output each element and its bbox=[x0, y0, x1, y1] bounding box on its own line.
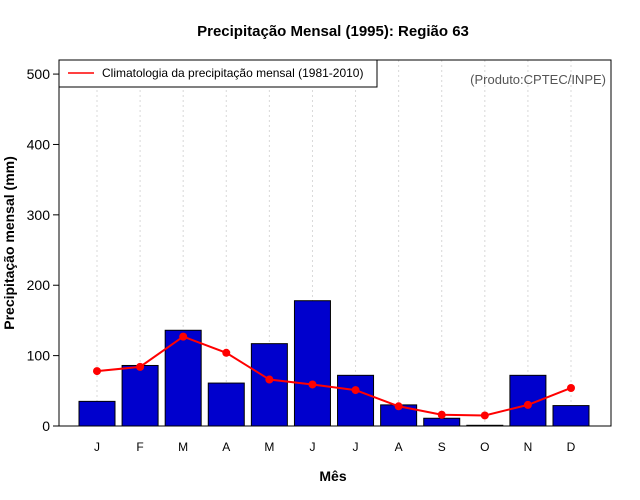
climatology-point-5 bbox=[308, 380, 317, 389]
bar-series bbox=[78, 300, 590, 427]
y-tick-label-4: 400 bbox=[27, 136, 51, 152]
bar-1 bbox=[121, 364, 159, 427]
y-tick-label-0: 0 bbox=[42, 418, 50, 434]
x-tick-label-9: O bbox=[480, 440, 489, 454]
x-tick-label-0: J bbox=[94, 440, 100, 454]
bar-8 bbox=[423, 417, 461, 427]
climatology-point-1 bbox=[136, 362, 145, 371]
y-axis: 0 100 200 300 400 500 bbox=[27, 66, 60, 434]
bar-6 bbox=[337, 374, 375, 427]
x-tick-label-7: A bbox=[395, 440, 403, 454]
climatology-point-10 bbox=[523, 400, 532, 409]
climatology-point-11 bbox=[567, 383, 575, 392]
legend: Climatologia da precipitação mensal (198… bbox=[58, 59, 378, 88]
x-tick-label-1: F bbox=[136, 440, 143, 454]
x-tick-label-10: N bbox=[524, 440, 533, 454]
climatology-point-4 bbox=[265, 375, 274, 384]
y-axis-label: Precipitação mensal (mm) bbox=[1, 156, 17, 330]
x-tick-label-4: M bbox=[264, 440, 274, 454]
climatology-point-6 bbox=[351, 386, 360, 395]
climatology-point-9 bbox=[480, 411, 489, 420]
x-tick-label-2: M bbox=[178, 440, 188, 454]
climatology-point-3 bbox=[222, 348, 231, 357]
bar-0 bbox=[78, 400, 116, 427]
x-axis-label: Mês bbox=[319, 468, 346, 484]
bar-3 bbox=[207, 382, 245, 427]
x-tick-label-5: J bbox=[309, 440, 315, 454]
y-tick-label-5: 500 bbox=[27, 66, 51, 82]
climatology-series bbox=[93, 332, 575, 420]
climatology-point-0 bbox=[93, 367, 101, 376]
bar-5 bbox=[293, 300, 331, 427]
legend-box bbox=[58, 59, 378, 88]
y-tick-label-2: 200 bbox=[27, 277, 51, 293]
y-tick-label-3: 300 bbox=[27, 207, 51, 223]
climatology-line bbox=[96, 335, 572, 417]
x-tick-label-6: J bbox=[353, 440, 359, 454]
climatology-point-2 bbox=[179, 332, 188, 341]
x-tick-label-3: A bbox=[222, 440, 230, 454]
y-tick-label-1: 100 bbox=[27, 348, 51, 364]
climatology-point-8 bbox=[437, 410, 446, 419]
chart-title: Precipitação Mensal (1995): Região 63 bbox=[197, 23, 469, 40]
x-tick-label-8: S bbox=[438, 440, 446, 454]
bar-11 bbox=[552, 405, 590, 427]
x-tick-label-11: D bbox=[567, 440, 576, 454]
bar-2 bbox=[164, 329, 202, 427]
bar-4 bbox=[250, 343, 288, 427]
climatology-point-7 bbox=[394, 402, 403, 411]
credit-text: (Produto:CPTEC/INPE) bbox=[470, 72, 606, 87]
legend-entry-climatology: Climatologia da precipitação mensal (198… bbox=[102, 66, 363, 80]
